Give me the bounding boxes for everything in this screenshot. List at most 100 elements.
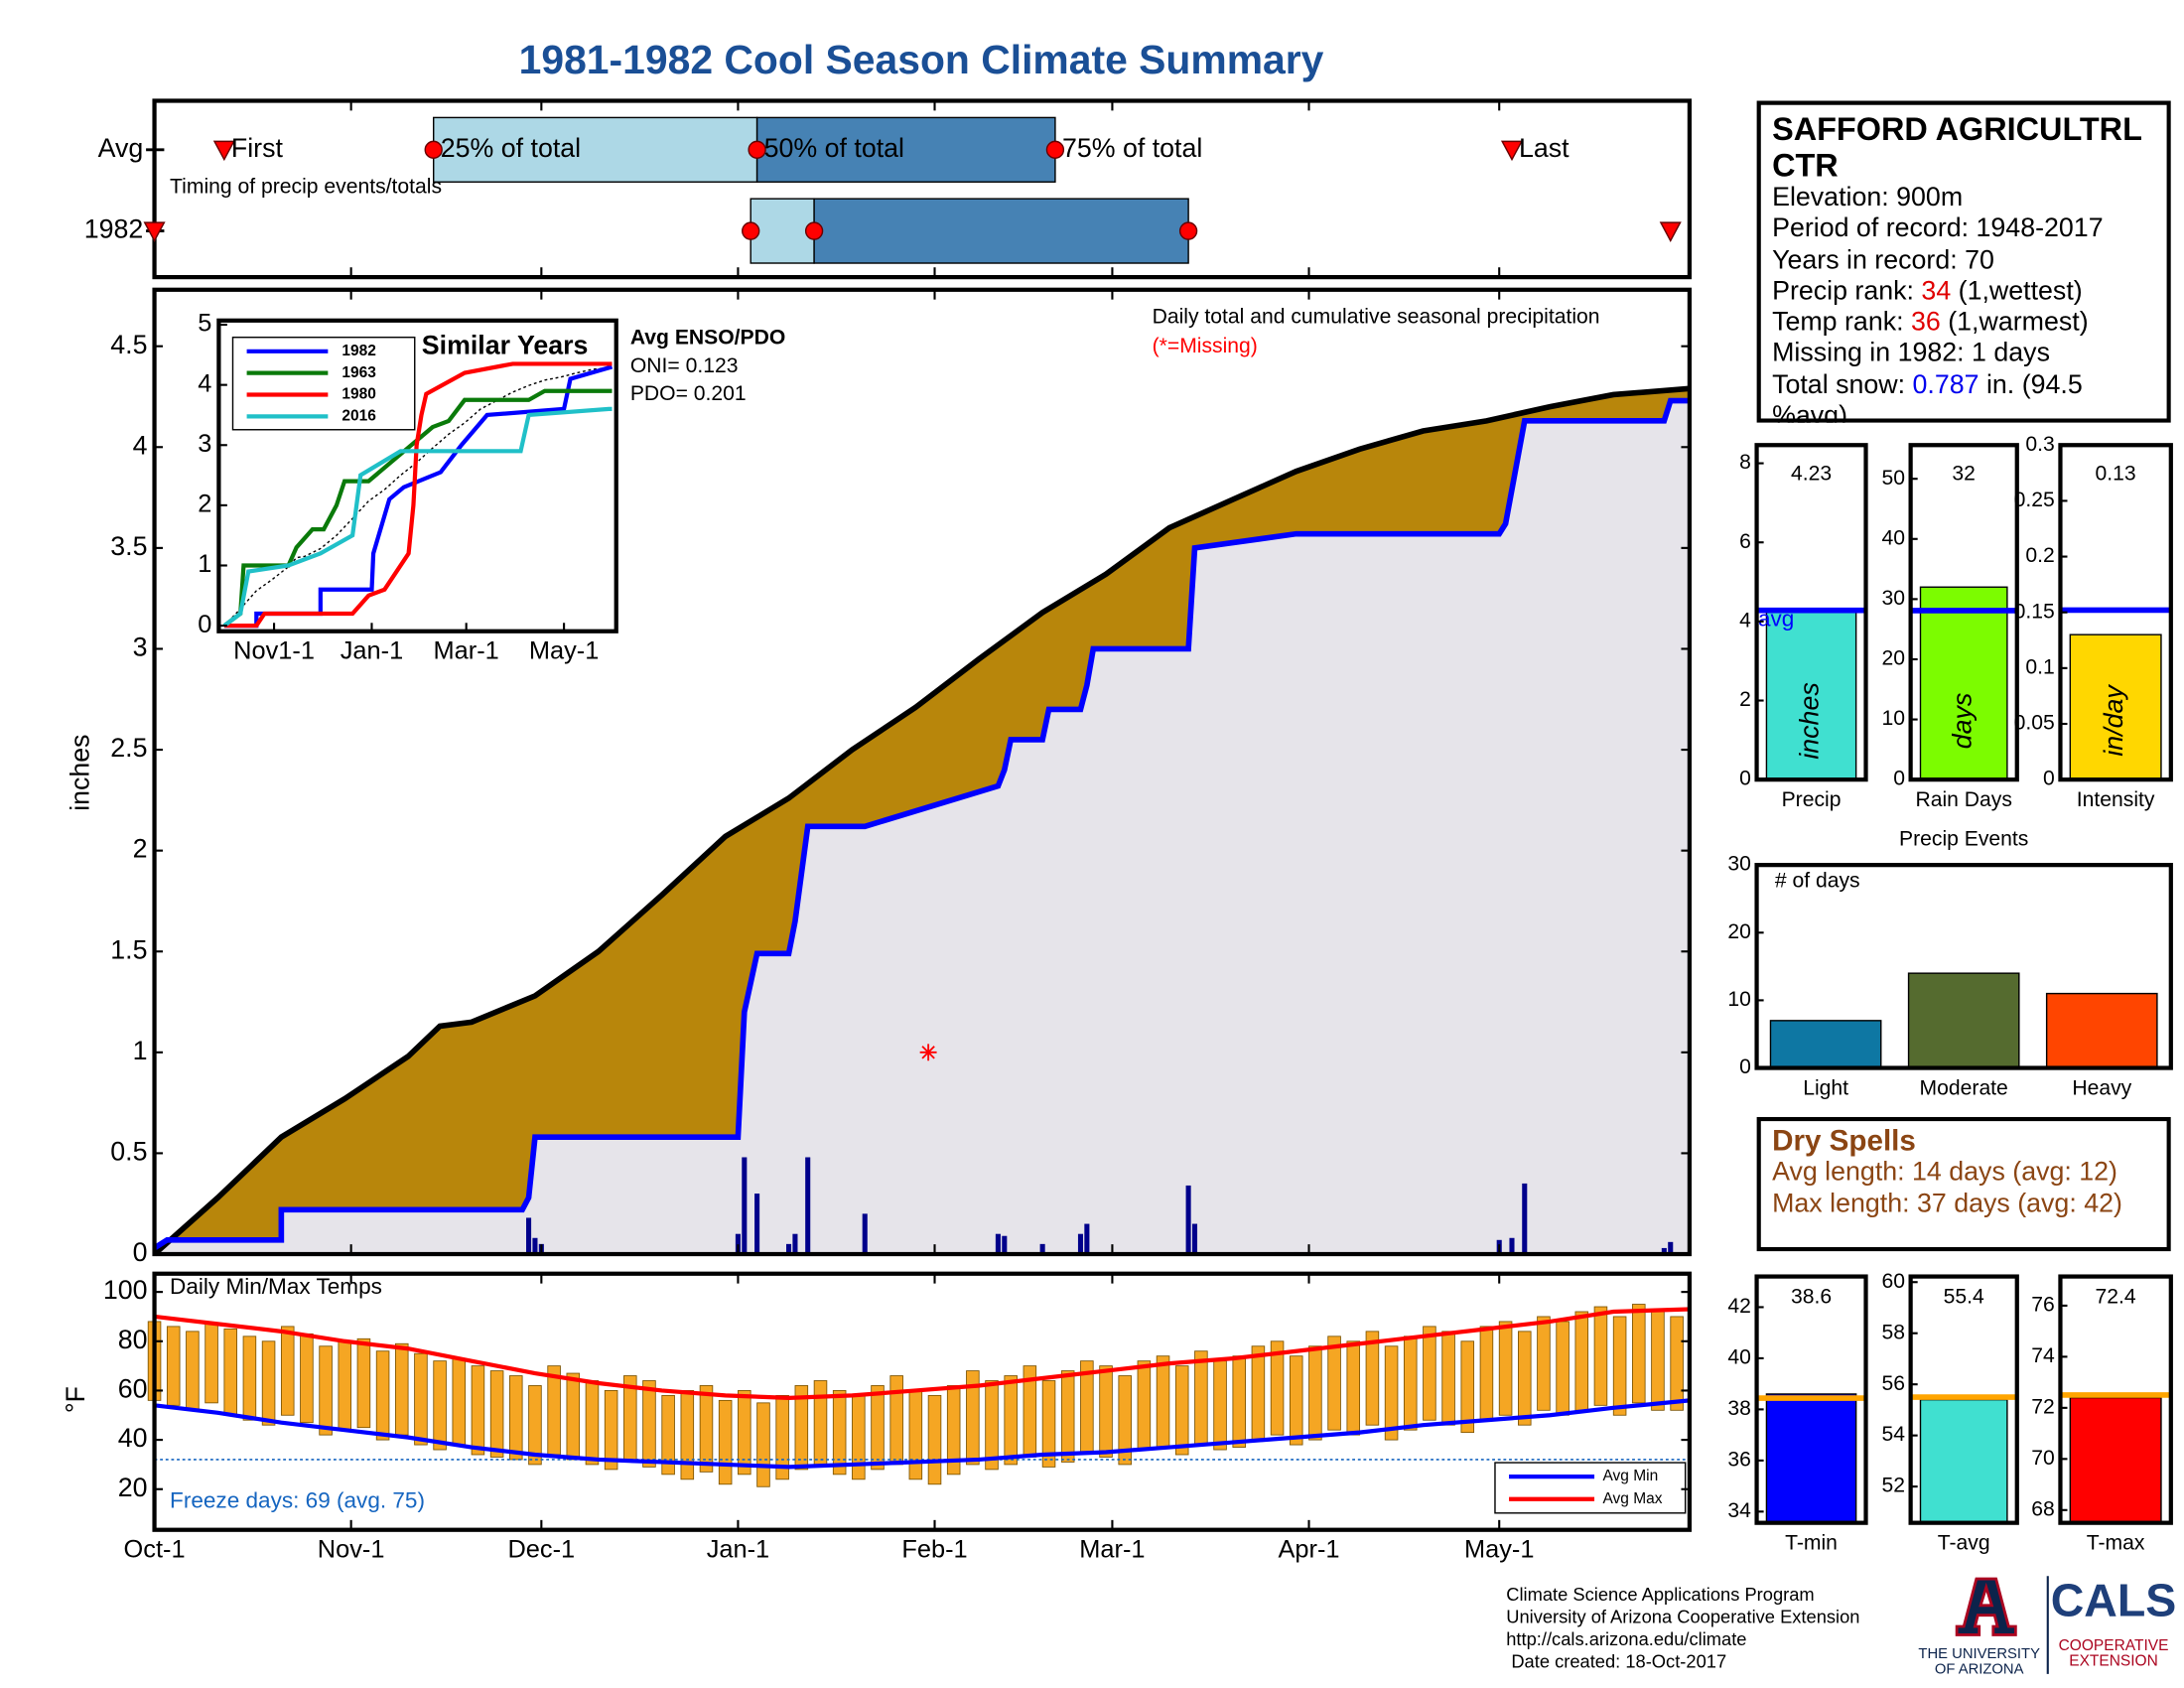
temp-range-bar [166, 1326, 181, 1406]
y-tick-label: 0 [1739, 768, 1751, 790]
footer-line: http://cals.arizona.edu/climate [1506, 1628, 1746, 1649]
dry-max: Max length: 37 days (avg: 42) [1772, 1189, 2122, 1219]
y-tick-label: 50 [1881, 467, 1905, 490]
summary-bar [1765, 1393, 1857, 1524]
timing-marker [1045, 140, 1065, 159]
value-label: 38.6 [1791, 1285, 1832, 1308]
station-period: Period of record: 1948-2017 [1772, 214, 2104, 244]
panel-label: Intensity [2077, 788, 2155, 811]
timing-bar [755, 116, 1056, 183]
annotation: Avg ENSO/PDO [630, 327, 786, 350]
chart-subtitle: Daily Min/Max Temps [170, 1274, 382, 1299]
panel-label: Rain Days [1915, 788, 2011, 811]
temp-range-bar [1612, 1316, 1627, 1416]
daily-bar [735, 1233, 741, 1255]
panel-frame [1908, 1274, 2019, 1525]
daily-bar [792, 1233, 798, 1255]
avg-temp-line [154, 1398, 1691, 1470]
value-label: 55.4 [1944, 1285, 1984, 1308]
temp-range-bar [1670, 1316, 1684, 1411]
panel-label: T-avg [1938, 1531, 1990, 1554]
panel-frame [1754, 863, 2173, 1070]
footer-line: Date created: 18-Oct-2017 [1506, 1650, 1726, 1671]
temp-range-bar [223, 1328, 238, 1416]
y-tick-label: 40 [1881, 526, 1905, 549]
y-tick-label: 10 [1727, 988, 1750, 1011]
value-label: 72.4 [2096, 1285, 2136, 1308]
temp-range-bar [566, 1372, 581, 1461]
daily-bar [526, 1217, 532, 1255]
timing-marker [212, 140, 235, 162]
temp-rank: Temp rank: 36 (1,warmest) [1772, 308, 2155, 339]
temp-range-bar [547, 1365, 561, 1456]
temp-range-bar [394, 1342, 409, 1436]
summary-bar [2069, 1396, 2162, 1524]
summary-bar [1919, 586, 2008, 780]
temp-range-bar [1251, 1345, 1266, 1441]
temp-range-bar [528, 1385, 542, 1466]
temp-range-bar [756, 1402, 770, 1487]
panel-frame [1754, 443, 1868, 782]
y-tick-label: 4 [198, 369, 211, 397]
daily-bar [1039, 1243, 1045, 1255]
y-tick-label: 60 [1881, 1270, 1905, 1293]
summary-bar [1765, 612, 1857, 780]
temp-range-bar [1041, 1380, 1056, 1468]
note: (1,warmest) [1948, 308, 2089, 338]
temp-range-bar [1156, 1355, 1170, 1448]
legend-label: Avg Max [1603, 1490, 1663, 1507]
y-tick-label: 30 [1881, 587, 1905, 610]
temp-range-bar [1423, 1326, 1436, 1421]
x-tick-label: Nov1-1 [233, 637, 315, 665]
daily-bar [1191, 1223, 1198, 1255]
temp-range-bar [908, 1390, 923, 1480]
x-tick-label: Nov-1 [318, 1536, 385, 1564]
timing-label: First [231, 133, 284, 163]
summary-bar [1919, 1398, 2008, 1524]
unit-label: inches [1795, 682, 1825, 759]
inset-title: Similar Years [422, 331, 589, 360]
legend-label: 1980 [341, 386, 375, 403]
average-line [152, 385, 1691, 1257]
annotation: PDO= 0.201 [630, 382, 747, 405]
timing-note: Timing of precip events/totals [170, 175, 442, 198]
temp-range-bar [1270, 1340, 1285, 1436]
legend-label: 1963 [341, 364, 376, 381]
note: in. (94.5 %avg) [1772, 370, 2083, 423]
y-tick-label: 0.15 [2014, 600, 2055, 623]
rank: 34 [1921, 276, 1952, 307]
ua-mark [1955, 1577, 2017, 1636]
y-tick-label: 72 [2031, 1395, 2054, 1418]
temp-range-bar [1384, 1345, 1399, 1441]
temp-range-bar [261, 1340, 276, 1426]
y-tick-label: 3 [198, 430, 211, 458]
temp-range-bar [794, 1385, 809, 1471]
footer-line: Climate Science Applications Program [1506, 1584, 1814, 1605]
y-tick-label: 1.5 [110, 934, 147, 964]
y-tick-label: 52 [1881, 1475, 1905, 1497]
x-tick-label: Jan-1 [341, 637, 403, 665]
temp-range-bar [889, 1375, 903, 1466]
temp-range-bar [680, 1390, 695, 1480]
temp-range-bar [242, 1336, 257, 1421]
temp-range-bar [966, 1370, 980, 1466]
x-tick-label: Apr-1 [1279, 1536, 1340, 1564]
temp-range-bar [414, 1352, 428, 1446]
temp-range-bar [1308, 1345, 1322, 1441]
panel-frame [1908, 443, 2019, 782]
panel-title: Precip Events [1899, 827, 2028, 850]
timing-marker [804, 221, 824, 240]
temp-range-bar [985, 1380, 999, 1471]
timing-marker [1659, 221, 1682, 242]
y-tick-label: 20 [1881, 647, 1905, 670]
y-tick-label: 20 [1727, 920, 1750, 943]
y-tick-label: 0.3 [2025, 433, 2054, 456]
y-tick-label: 0.1 [2025, 655, 2054, 678]
plot-frame [152, 1271, 1693, 1532]
temp-range-bar [1574, 1311, 1589, 1411]
temp-range-bar [1346, 1340, 1361, 1436]
temp-range-bar [738, 1390, 751, 1476]
row-label: Avg [98, 133, 144, 163]
